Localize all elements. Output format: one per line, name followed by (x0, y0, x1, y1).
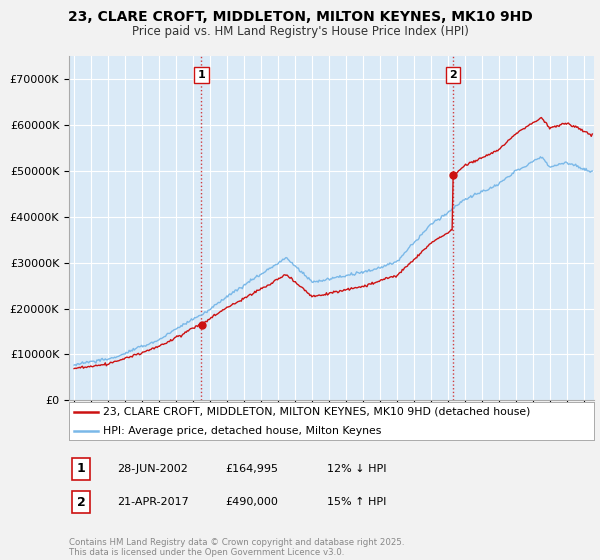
Text: 1: 1 (77, 462, 85, 475)
Text: £164,995: £164,995 (225, 464, 278, 474)
Text: 28-JUN-2002: 28-JUN-2002 (117, 464, 188, 474)
Text: HPI: Average price, detached house, Milton Keynes: HPI: Average price, detached house, Milt… (103, 426, 382, 436)
Text: 23, CLARE CROFT, MIDDLETON, MILTON KEYNES, MK10 9HD (detached house): 23, CLARE CROFT, MIDDLETON, MILTON KEYNE… (103, 407, 530, 417)
Text: 2: 2 (449, 70, 457, 80)
Text: 1: 1 (197, 70, 205, 80)
Text: 23, CLARE CROFT, MIDDLETON, MILTON KEYNES, MK10 9HD: 23, CLARE CROFT, MIDDLETON, MILTON KEYNE… (68, 10, 532, 24)
Text: £490,000: £490,000 (225, 497, 278, 507)
Text: Price paid vs. HM Land Registry's House Price Index (HPI): Price paid vs. HM Land Registry's House … (131, 25, 469, 38)
Text: Contains HM Land Registry data © Crown copyright and database right 2025.
This d: Contains HM Land Registry data © Crown c… (69, 538, 404, 557)
Text: 2: 2 (77, 496, 85, 509)
Text: 12% ↓ HPI: 12% ↓ HPI (327, 464, 386, 474)
Text: 21-APR-2017: 21-APR-2017 (117, 497, 189, 507)
Text: 15% ↑ HPI: 15% ↑ HPI (327, 497, 386, 507)
